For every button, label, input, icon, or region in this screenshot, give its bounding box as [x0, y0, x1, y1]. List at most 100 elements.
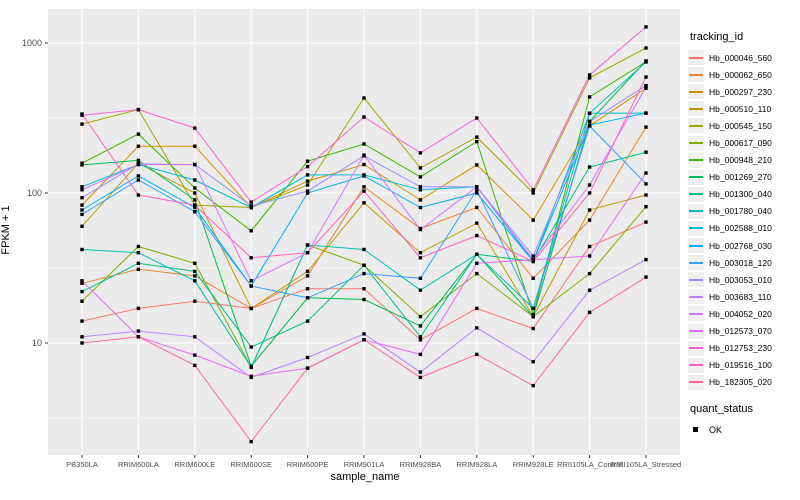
- legend-key: [688, 169, 704, 185]
- data-point: [136, 267, 141, 271]
- line-swatch-icon: [689, 330, 703, 333]
- legend-key: [688, 255, 704, 271]
- data-point: [249, 365, 253, 369]
- data-point: [136, 178, 141, 182]
- data-point: [136, 132, 141, 136]
- data-point: [587, 271, 592, 276]
- data-point: [475, 271, 479, 276]
- legend-key: [688, 374, 704, 390]
- data-point: [249, 229, 253, 233]
- legend-key: [688, 67, 704, 83]
- data-point: [418, 370, 423, 374]
- legend-item: Hb_019516_100: [688, 357, 800, 374]
- line-swatch-icon: [689, 159, 703, 162]
- data-point: [249, 284, 253, 288]
- x-axis-label: RRIM600LE: [174, 460, 215, 469]
- line-swatch-icon: [689, 227, 703, 230]
- legend-label: Hb_000545_150: [709, 120, 772, 131]
- legend-item: Hb_000510_110: [688, 100, 800, 117]
- data-point: [418, 352, 423, 357]
- legend-item: Hb_000948_210: [688, 152, 800, 169]
- legend-key: [688, 238, 704, 254]
- line-swatch-icon: [689, 261, 703, 264]
- legend-item: Hb_012753_230: [688, 340, 800, 357]
- data-point: [644, 75, 648, 79]
- legend-title: tracking_id: [690, 31, 744, 43]
- data-point: [587, 288, 592, 292]
- data-point: [531, 257, 535, 262]
- y-axis-label: 10: [32, 338, 42, 348]
- data-point: [249, 279, 253, 283]
- data-point: [531, 383, 535, 388]
- line-swatch-icon: [689, 176, 703, 179]
- data-point: [362, 96, 366, 100]
- data-point: [475, 233, 479, 238]
- data-point: [644, 111, 648, 115]
- data-point: [531, 218, 535, 222]
- data-point: [80, 188, 84, 192]
- data-point: [587, 310, 592, 315]
- data-point: [531, 254, 535, 258]
- legend-item: Hb_182305_020: [688, 374, 800, 391]
- data-point: [305, 183, 310, 187]
- data-point: [80, 335, 84, 339]
- data-point: [362, 287, 366, 291]
- data-point: [475, 185, 479, 189]
- legend-item: Hb_002588_010: [688, 220, 800, 237]
- filled-square-icon: [693, 427, 698, 433]
- data-point: [644, 193, 648, 197]
- legend-label: Hb_002588_010: [709, 223, 772, 234]
- data-point: [362, 142, 366, 146]
- data-point: [362, 185, 366, 189]
- x-axis-label: RRIM928LA: [456, 460, 497, 469]
- legend-label: Hb_004052_020: [709, 308, 772, 319]
- data-point: [305, 296, 310, 300]
- data-point: [136, 162, 141, 167]
- data-point: [531, 188, 535, 192]
- data-point: [475, 116, 479, 120]
- data-point: [531, 312, 535, 317]
- quant-legend-label: OK: [709, 424, 723, 435]
- data-point: [249, 345, 253, 349]
- data-point: [531, 314, 535, 319]
- data-point: [587, 95, 592, 99]
- data-point: [587, 119, 592, 124]
- data-point: [418, 188, 423, 192]
- data-point: [249, 374, 253, 378]
- data-point: [475, 261, 479, 265]
- data-point: [193, 210, 197, 214]
- data-point: [193, 186, 197, 190]
- data-point: [475, 191, 479, 195]
- legend-item: Hb_004052_020: [688, 305, 800, 322]
- data-point: [80, 281, 84, 285]
- x-axis-label: RRIM901LA: [344, 460, 385, 469]
- data-point: [587, 124, 592, 128]
- x-axis-label: RRIM600PE: [287, 460, 329, 469]
- line-swatch-icon: [689, 381, 703, 384]
- data-point: [418, 276, 423, 280]
- x-axis-label: RRIM928LE: [513, 460, 554, 469]
- line-swatch-icon: [689, 107, 703, 110]
- line-swatch-icon: [689, 210, 703, 213]
- data-point: [80, 208, 84, 212]
- x-axis-label: RRIM928BA: [400, 460, 442, 469]
- data-point: [418, 151, 423, 155]
- legend-key: [688, 357, 704, 373]
- data-point: [193, 198, 197, 202]
- data-point: [80, 163, 84, 167]
- data-point: [249, 204, 253, 208]
- x-axis-label: RRII105LA_Control: [557, 460, 622, 469]
- y-axis-label: 100: [27, 188, 42, 198]
- data-point: [587, 111, 592, 115]
- legend-label: Hb_012573_070: [709, 326, 772, 337]
- line-swatch-icon: [689, 124, 703, 127]
- data-point: [136, 244, 141, 249]
- data-point: [362, 247, 366, 252]
- line-swatch-icon: [689, 193, 703, 196]
- data-point: [531, 360, 535, 364]
- data-point: [193, 261, 197, 265]
- data-point: [531, 326, 535, 331]
- legend-key: [688, 101, 704, 117]
